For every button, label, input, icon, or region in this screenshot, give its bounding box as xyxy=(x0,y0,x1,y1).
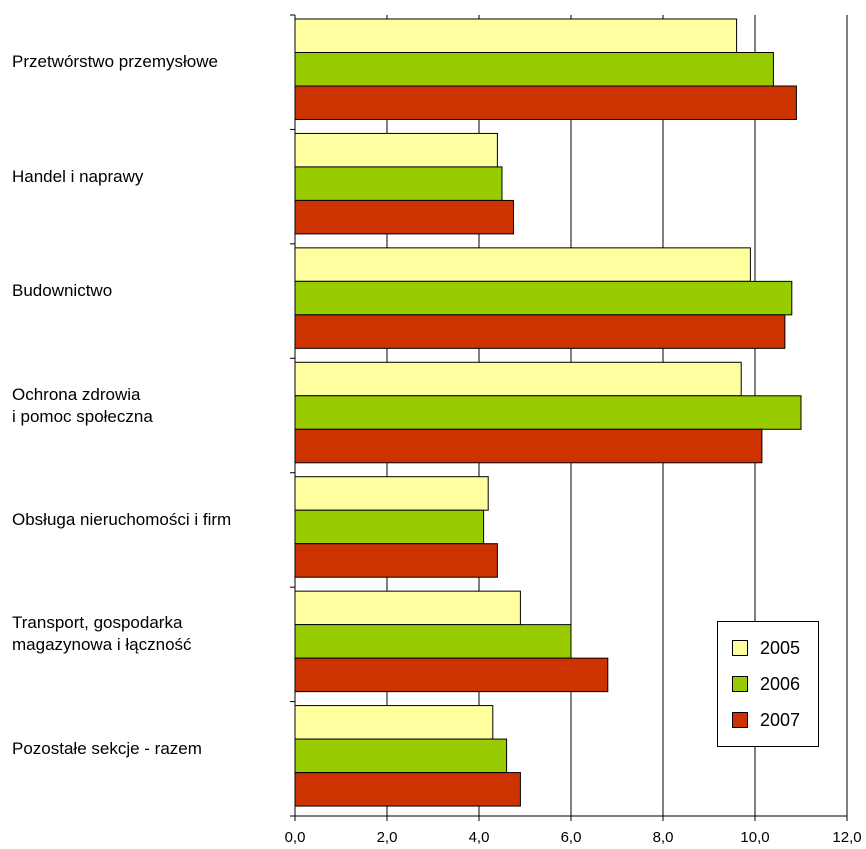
bar-2006 xyxy=(295,739,507,773)
legend-label-2005: 2005 xyxy=(760,638,800,659)
legend-label-2007: 2007 xyxy=(760,710,800,731)
category-label: Budownictwo xyxy=(12,280,292,302)
x-tick-label: 6,0 xyxy=(561,829,582,846)
bar-2007 xyxy=(295,658,608,692)
legend-item-2005: 2005 xyxy=(732,636,800,660)
bar-2006 xyxy=(295,510,484,544)
category-label: Obsługa nieruchomości i firm xyxy=(12,509,292,531)
bar-2006 xyxy=(295,53,773,87)
bar-2005 xyxy=(295,591,520,625)
bar-2005 xyxy=(295,19,737,53)
bar-2005 xyxy=(295,362,741,396)
x-tick-label: 8,0 xyxy=(653,829,674,846)
bar-2007 xyxy=(295,544,497,578)
x-tick-label: 10,0 xyxy=(740,829,769,846)
category-label: Ochrona zdrowia i pomoc społeczna xyxy=(12,384,292,428)
category-label: Transport, gospodarka magazynowa i łączn… xyxy=(12,612,292,656)
bar-2005 xyxy=(295,477,488,511)
legend-swatch-2005 xyxy=(732,640,748,656)
bar-2007 xyxy=(295,86,796,120)
bar-2007 xyxy=(295,200,514,234)
legend-label-2006: 2006 xyxy=(760,674,800,695)
legend-item-2006: 2006 xyxy=(732,672,800,696)
bar-2005 xyxy=(295,706,493,740)
bar-2007 xyxy=(295,429,762,463)
bar-2006 xyxy=(295,625,571,659)
legend-swatch-2006 xyxy=(732,676,748,692)
bar-2006 xyxy=(295,167,502,201)
legend: 2005 2006 2007 xyxy=(717,621,819,747)
bar-2007 xyxy=(295,773,520,807)
x-tick-label: 12,0 xyxy=(832,829,861,846)
bar-2007 xyxy=(295,315,785,349)
x-tick-labels: 0,0 2,0 4,0 6,0 8,0 10,0 12,0 xyxy=(285,829,862,846)
legend-swatch-2007 xyxy=(732,712,748,728)
legend-item-2007: 2007 xyxy=(732,708,800,732)
bar-2006 xyxy=(295,281,792,315)
category-label: Handel i naprawy xyxy=(12,166,292,188)
bar-2006 xyxy=(295,396,801,430)
x-tick-label: 0,0 xyxy=(285,829,306,846)
category-label: Pozostałe sekcje - razem xyxy=(12,738,292,760)
bar-2005 xyxy=(295,248,750,282)
category-label: Przetwórstwo przemysłowe xyxy=(12,51,292,73)
x-tick-label: 2,0 xyxy=(377,829,398,846)
x-tick-label: 4,0 xyxy=(469,829,490,846)
bar-2005 xyxy=(295,133,497,167)
